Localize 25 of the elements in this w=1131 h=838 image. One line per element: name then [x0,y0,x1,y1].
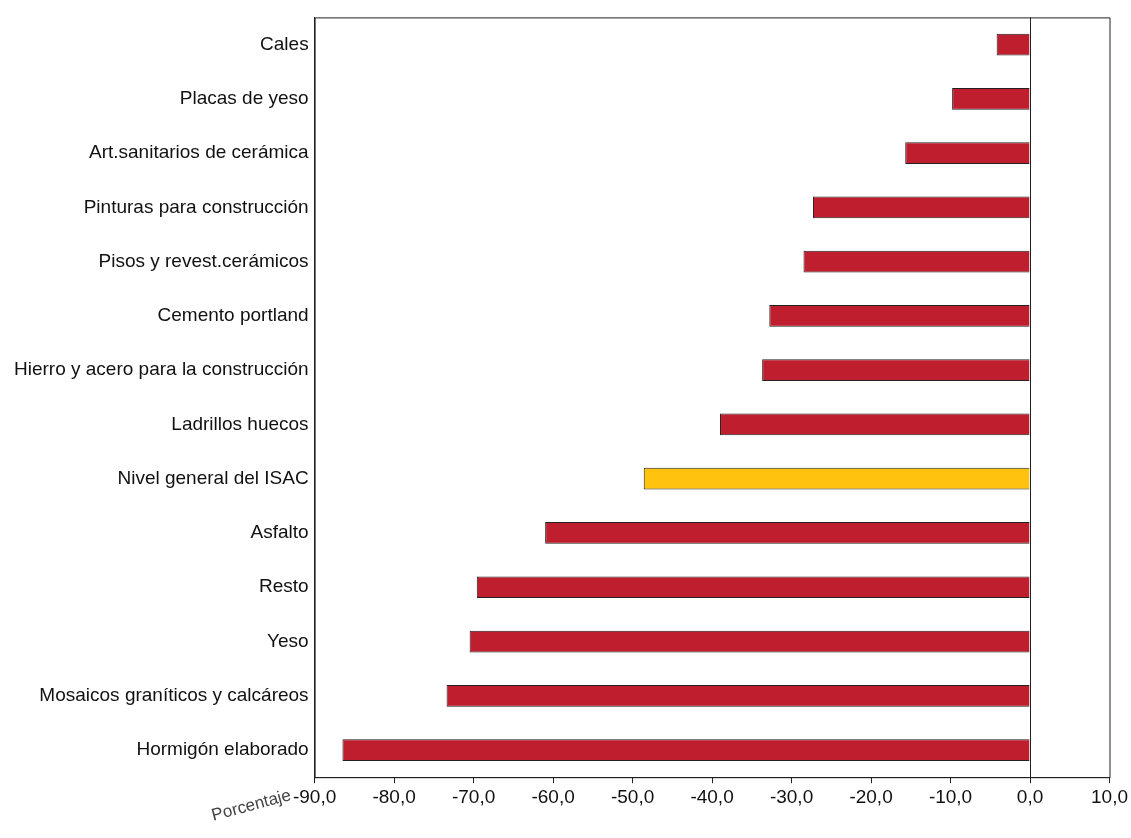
y-tick-label: Pinturas para construcción [83,195,309,217]
y-tick-label: Pisos y revest.cerámicos [98,249,309,271]
y-tick-label: Cemento portland [157,304,309,326]
y-tick-label: Nivel general del ISAC [117,466,309,488]
y-tick-label: Cales [260,32,309,54]
y-tick-label: Hierro y acero para la construcción [13,358,309,380]
y-tick-label: Ladrillos huecos [171,412,309,434]
x-tick-label: -20,0 [849,785,893,807]
x-tick-label: 10,0 [1091,785,1128,807]
x-tick-label: -60,0 [531,785,575,807]
x-tick-label: -80,0 [372,785,416,807]
y-tick-label: Resto [258,575,309,597]
x-tick-label: -10,0 [928,785,973,807]
x-tick-label: -90,0 [292,785,337,807]
x-tick-label: -30,0 [769,785,814,807]
x-tick-label: -40,0 [690,785,734,807]
x-tick-label: -70,0 [451,785,496,807]
y-tick-label: Yeso [267,629,309,651]
y-tick-label: Placas de yeso [179,87,309,109]
y-tick-label: Art.sanitarios de cerámica [88,141,310,163]
y-tick-label: Mosaicos graníticos y calcáreos [39,684,309,706]
x-tick-label: 0,0 [1016,785,1044,807]
x-tick-label: -50,0 [610,785,655,807]
y-tick-label: Hormigón elaborado [136,738,309,760]
y-tick-label: Asfalto [250,521,309,543]
